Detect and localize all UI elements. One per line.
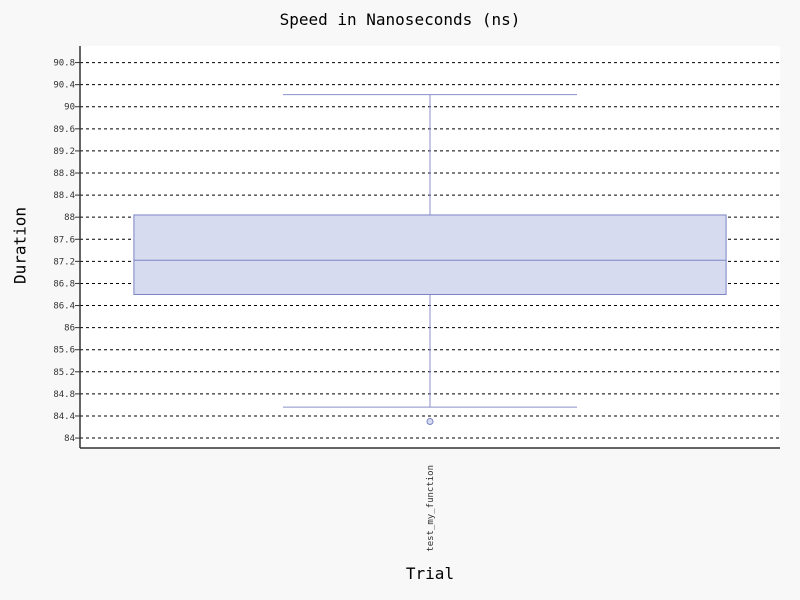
y-tick-label: 89.2 [53, 147, 75, 157]
x-tick-label: test_my_function [426, 465, 436, 552]
y-tick-label: 87.2 [53, 257, 75, 267]
y-tick-label: 90.8 [53, 59, 75, 69]
y-tick-label: 85.6 [53, 346, 75, 356]
y-tick-label: 86.4 [53, 302, 75, 312]
x-axis-label: Trial [405, 564, 455, 583]
y-tick-label: 90.4 [53, 81, 75, 91]
y-tick-label: 84.4 [53, 412, 75, 422]
outlier-point [426, 417, 434, 425]
y-tick-label: 90 [64, 103, 75, 113]
box-iqr [133, 214, 727, 295]
y-tick-label: 87.6 [53, 235, 75, 245]
y-tick-label: 84.8 [53, 390, 75, 400]
y-tick-label: 86 [64, 324, 75, 334]
y-tick-label: 86.8 [53, 279, 75, 289]
y-tick-label: 88.4 [53, 191, 75, 201]
y-tick-label: 89.6 [53, 125, 75, 135]
y-tick-label: 88.8 [53, 169, 75, 179]
chart-title: Speed in Nanoseconds (ns) [279, 10, 521, 29]
y-tick-label: 88 [64, 213, 75, 223]
y-tick-label: 85.2 [53, 368, 75, 378]
y-tick-label: 84 [64, 434, 75, 444]
